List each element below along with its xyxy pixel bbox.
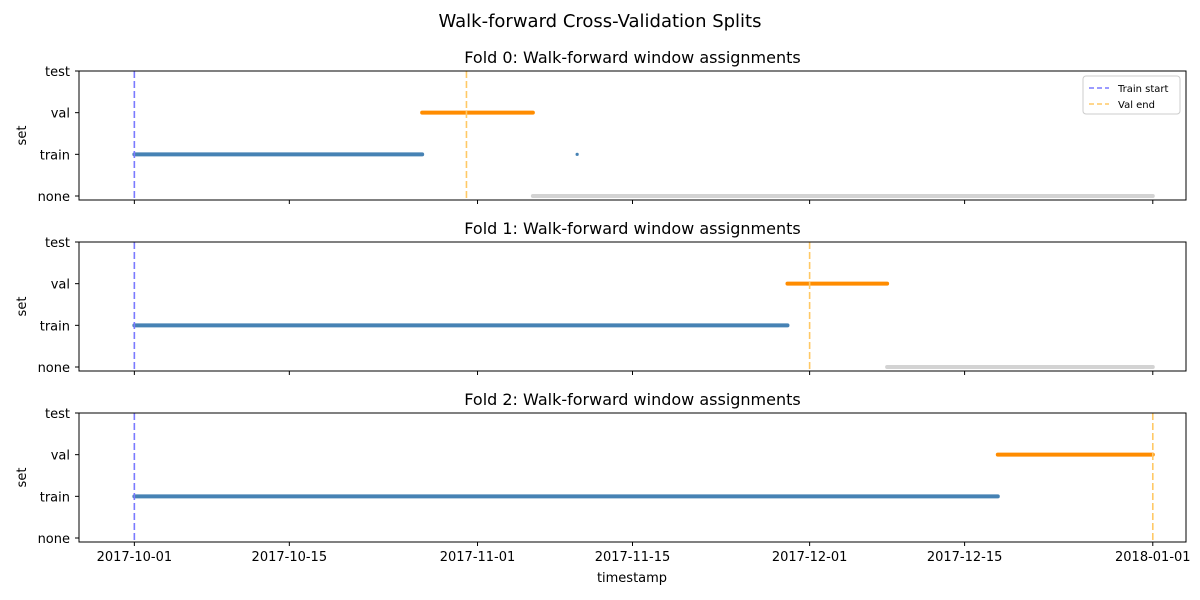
x-tick-label: 2017-10-15: [252, 550, 328, 565]
axes-frame: [78, 241, 1187, 372]
y-tick-label: val: [51, 107, 70, 122]
subplot-title: Fold 0: Walk-forward window assignments: [464, 48, 800, 67]
subplot-title: Fold 1: Walk-forward window assignments: [464, 219, 800, 238]
legend-train-start-label: Train start: [1117, 84, 1169, 95]
axes-frame: [78, 412, 1187, 543]
y-tick-label: train: [40, 490, 70, 505]
y-tick-label: train: [40, 319, 70, 334]
axes-frame: [78, 70, 1187, 201]
y-tick-label: none: [38, 190, 70, 205]
y-tick-label: train: [40, 148, 70, 163]
y-tick-label: none: [38, 532, 70, 547]
subplot-fold-1: Fold 1: Walk-forward window assignments s…: [15, 219, 1187, 376]
y-tick-label: test: [45, 236, 70, 251]
y-tick-label: val: [51, 449, 70, 464]
legend-val-end-label: Val end: [1118, 100, 1155, 111]
x-tick-label: 2017-12-01: [772, 550, 848, 565]
subplot-fold-0: Fold 0: Walk-forward window assignments s…: [15, 48, 1187, 205]
panels: Fold 0: Walk-forward window assignments s…: [15, 48, 1191, 565]
y-axis-label: set: [15, 468, 30, 488]
y-tick-label: test: [45, 407, 70, 422]
y-axis-label: set: [15, 297, 30, 317]
subplot-fold-2: Fold 2: Walk-forward window assignments s…: [15, 390, 1191, 565]
figure-title: Walk-forward Cross-Validation Splits: [438, 11, 761, 32]
x-tick-label: 2018-01-01: [1115, 550, 1191, 565]
x-tick-label: 2017-12-15: [927, 550, 1003, 565]
x-tick-label: 2017-10-01: [97, 550, 173, 565]
subplot-title: Fold 2: Walk-forward window assignments: [464, 390, 800, 409]
y-tick-label: test: [45, 65, 70, 80]
x-axis-label: timestamp: [597, 571, 667, 586]
y-axis-label: set: [15, 126, 30, 146]
y-tick-label: val: [51, 278, 70, 293]
point-train: [575, 152, 579, 156]
y-tick-label: none: [38, 361, 70, 376]
legend: Train start Val end: [1082, 75, 1181, 115]
x-tick-label: 2017-11-15: [595, 550, 671, 565]
x-tick-label: 2017-11-01: [440, 550, 516, 565]
